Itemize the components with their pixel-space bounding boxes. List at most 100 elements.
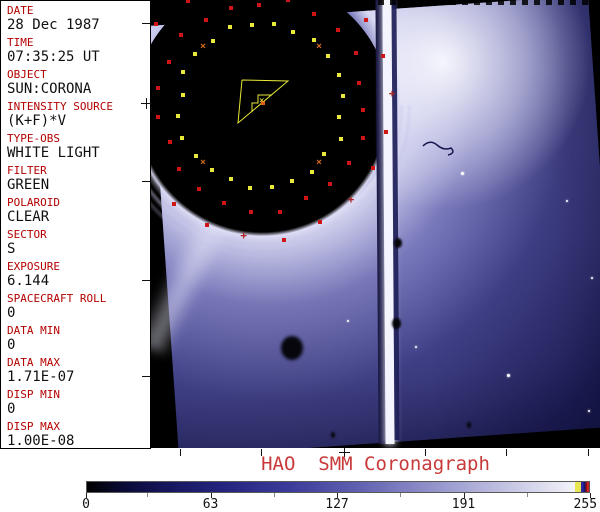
calibration-dot bbox=[176, 166, 181, 171]
metadata-field: DATE 28 Dec 1987 bbox=[7, 4, 150, 33]
field-label: EXPOSURE bbox=[7, 260, 60, 273]
calibration-dot bbox=[325, 54, 330, 59]
field-value: 28 Dec 1987 bbox=[7, 17, 100, 33]
calibration-polygon-inner bbox=[251, 94, 272, 112]
field-label: DISP MAX bbox=[7, 420, 60, 433]
field-label: DISP MIN bbox=[7, 388, 60, 401]
calibration-dot bbox=[196, 187, 201, 191]
star-speck bbox=[588, 410, 590, 412]
calibration-dot bbox=[285, 0, 290, 3]
field-value: (K+F)*V bbox=[7, 113, 67, 129]
calibration-dot bbox=[309, 169, 314, 174]
colorbar-tick-label: 191 bbox=[451, 497, 476, 512]
calibration-dot bbox=[181, 92, 186, 97]
calibration-dot bbox=[321, 152, 326, 157]
calibration-cross: × bbox=[200, 41, 207, 53]
field-label: TYPE-OBS bbox=[7, 132, 60, 145]
calibration-dot bbox=[383, 130, 388, 135]
calibration-dot bbox=[290, 179, 295, 184]
calibration-plus: + bbox=[388, 87, 396, 101]
image-title: HAO SMM Coronagraph bbox=[261, 453, 490, 475]
colorbar-tick-label: 255 bbox=[573, 497, 598, 512]
colorbar-minor-tick bbox=[147, 493, 149, 497]
calibration-dot bbox=[176, 114, 181, 119]
center-marker-dot bbox=[261, 101, 265, 105]
field-value: GREEN bbox=[7, 177, 50, 193]
colorbar-tick-label: 63 bbox=[202, 497, 219, 512]
calibration-dot bbox=[364, 18, 369, 23]
star-speck bbox=[461, 172, 464, 175]
image-area: +++++++××××× bbox=[151, 0, 600, 448]
metadata-field: TIME 07:35:25 UT bbox=[7, 36, 150, 65]
dark-speck bbox=[392, 318, 401, 329]
calibration-plus: + bbox=[330, 0, 337, 3]
field-label: INTENSITY SOURCE bbox=[7, 100, 113, 113]
field-value: S bbox=[7, 241, 16, 257]
dot-layer: +++++++××××× bbox=[151, 0, 600, 448]
field-value: 1.71E-07 bbox=[7, 369, 75, 385]
star-speck bbox=[591, 277, 593, 279]
field-label: OBJECT bbox=[7, 68, 47, 81]
calibration-dot bbox=[317, 219, 322, 224]
film-scratch bbox=[422, 141, 454, 156]
metadata-field: EXPOSURE 6.144 bbox=[7, 260, 150, 289]
colorbar-major-tick bbox=[210, 493, 212, 498]
star-speck bbox=[507, 374, 510, 377]
calibration-dot bbox=[353, 51, 358, 56]
metadata-field: SECTOR S bbox=[7, 228, 150, 257]
calibration-dot bbox=[156, 86, 161, 91]
metadata-field: DATA MIN 0 bbox=[7, 324, 150, 353]
colorbar-minor-tick bbox=[526, 493, 528, 497]
colorbar-minor-tick bbox=[273, 493, 275, 497]
colorbar-tick-label: 127 bbox=[325, 497, 349, 512]
calibration-dot bbox=[203, 18, 208, 23]
field-label: SECTOR bbox=[7, 228, 47, 241]
field-value: 0 bbox=[7, 337, 16, 353]
calibration-dot bbox=[340, 94, 345, 99]
calibration-dot bbox=[250, 23, 255, 28]
calibration-dot bbox=[360, 107, 365, 112]
calibration-plus: + bbox=[240, 229, 247, 243]
calibration-dot bbox=[336, 27, 341, 32]
calibration-dot bbox=[248, 186, 253, 191]
calibration-dot bbox=[193, 51, 198, 56]
calibration-dot bbox=[194, 153, 199, 158]
calibration-dot bbox=[271, 21, 276, 26]
calibration-dot bbox=[381, 54, 386, 59]
calibration-cross: × bbox=[315, 156, 322, 168]
star-speck bbox=[566, 200, 568, 202]
calibration-dot bbox=[311, 37, 316, 42]
field-label: FILTER bbox=[7, 164, 47, 177]
colorbar-minor-tick bbox=[400, 493, 402, 497]
calibration-plus: + bbox=[151, 167, 152, 180]
colorbar bbox=[86, 481, 590, 493]
field-value: 07:35:25 UT bbox=[7, 49, 100, 65]
calibration-dot bbox=[167, 140, 172, 145]
field-label: DATA MAX bbox=[7, 356, 60, 369]
calibration-dot bbox=[278, 209, 283, 214]
field-label: DATA MIN bbox=[7, 324, 60, 337]
calibration-dot bbox=[347, 161, 352, 166]
metadata-field: TYPE-OBS WHITE LIGHT bbox=[7, 132, 150, 161]
field-value: 0 bbox=[7, 305, 16, 321]
colorbar-major-tick bbox=[463, 493, 465, 498]
calibration-dot bbox=[179, 33, 184, 38]
calibration-dot bbox=[256, 2, 261, 7]
colorbar-major-tick bbox=[337, 493, 338, 498]
dark-speck bbox=[467, 422, 471, 428]
calibration-dot bbox=[356, 80, 361, 85]
calibration-dot bbox=[221, 200, 226, 205]
metadata-field: FILTER GREEN bbox=[7, 164, 150, 193]
calibration-dot bbox=[312, 11, 317, 16]
calibration-dot bbox=[361, 136, 366, 141]
calibration-dot bbox=[210, 38, 215, 43]
calibration-dot bbox=[180, 136, 185, 141]
star-speck bbox=[415, 346, 417, 348]
field-label: POLAROID bbox=[7, 196, 60, 209]
field-value: 0 bbox=[7, 401, 16, 417]
dust-blob bbox=[281, 336, 303, 360]
colorbar-major-tick bbox=[590, 493, 591, 498]
calibration-plus: + bbox=[347, 192, 355, 206]
field-value: WHITE LIGHT bbox=[7, 145, 100, 161]
